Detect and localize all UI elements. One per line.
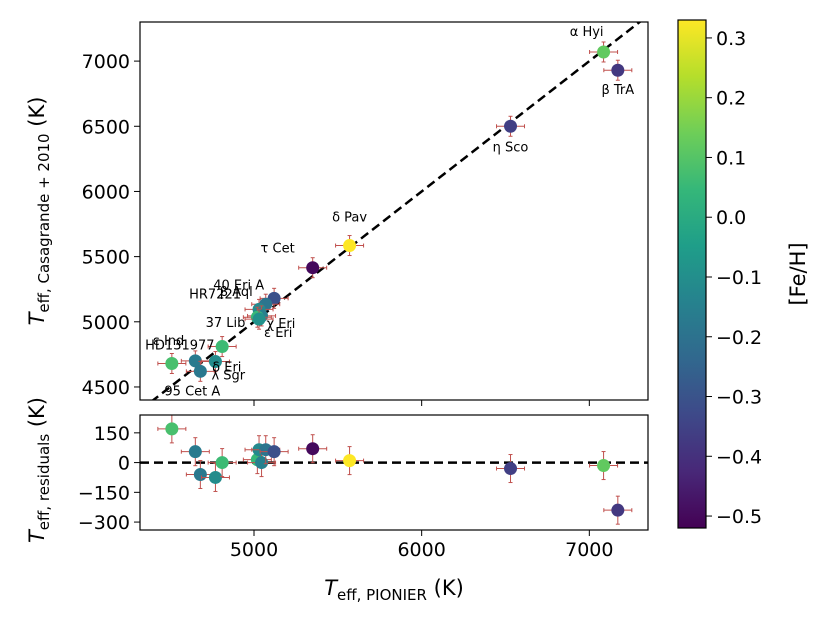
data-point bbox=[597, 45, 611, 59]
point-annotation: τ Cet bbox=[261, 242, 295, 257]
colorbar-tick-label: 0.2 bbox=[716, 88, 746, 110]
colorbar-tick-label: −0.4 bbox=[716, 446, 762, 468]
data-point bbox=[165, 357, 179, 371]
x-axis-label: Teff, PIONIER (K) bbox=[324, 576, 464, 604]
point-annotation: λ Sgr bbox=[211, 369, 245, 384]
data-point bbox=[343, 239, 357, 253]
data-point bbox=[193, 364, 207, 378]
y-tick-label: 6500 bbox=[82, 116, 130, 138]
point-annotation: δ Eri bbox=[212, 361, 241, 376]
point-annotation: β TrA bbox=[601, 83, 634, 98]
colorbar-tick-label: −0.3 bbox=[716, 387, 762, 409]
x-tick-label: 6000 bbox=[397, 539, 445, 561]
y-tick-label: 7000 bbox=[82, 51, 130, 73]
data-point bbox=[215, 456, 229, 470]
main-y-axis-label: Teff, Casagrande + 2010 (K) bbox=[25, 97, 53, 326]
residual-y-axis-label: Teff, residuals (K) bbox=[25, 397, 53, 543]
data-point bbox=[252, 312, 266, 326]
colorbar-tick-label: −0.5 bbox=[716, 506, 762, 528]
data-point bbox=[208, 355, 222, 369]
y-tick-label: 4500 bbox=[82, 377, 130, 399]
residual-panel: −300 −150 0 150 5000 6000 7000 Teff, residuals… bbox=[25, 397, 649, 604]
data-point bbox=[306, 261, 320, 275]
data-point bbox=[215, 340, 229, 354]
colorbar-tick-label: −0.1 bbox=[716, 267, 762, 289]
colorbar-tick-label: −0.2 bbox=[716, 327, 762, 349]
data-point bbox=[208, 470, 222, 484]
main-plot-frame bbox=[139, 21, 649, 401]
data-point bbox=[267, 445, 281, 459]
data-point bbox=[255, 456, 269, 470]
data-point bbox=[188, 354, 202, 368]
point-annotation: HD131977 bbox=[145, 339, 214, 354]
point-annotation: α Hyi bbox=[570, 25, 604, 40]
colorbar-tick-label: 0.3 bbox=[716, 28, 746, 50]
data-point bbox=[504, 462, 518, 476]
point-annotation: HR7221 bbox=[189, 287, 241, 302]
point-annotation: 40 Eri A bbox=[213, 278, 264, 293]
data-point bbox=[343, 454, 357, 468]
point-annotation: δ Pav bbox=[332, 211, 367, 226]
data-point bbox=[188, 445, 202, 459]
colorbar-gradient bbox=[677, 19, 707, 529]
y-tick-label: 5000 bbox=[82, 312, 130, 334]
reference-line-1to1 bbox=[151, 22, 642, 400]
data-point bbox=[611, 63, 625, 77]
point-annotation: β Aql bbox=[220, 285, 253, 300]
residual-plot-frame bbox=[139, 414, 649, 531]
colorbar-tick-label: 0.1 bbox=[716, 147, 746, 169]
point-annotation: ε Eri bbox=[264, 326, 292, 341]
colorbar: 0.3 0.2 0.1 0.0 −0.1 −0.2 −0.3 −0.4 −0.5 [Fe/H] bbox=[677, 19, 810, 529]
x-tick-label: 5000 bbox=[230, 539, 278, 561]
data-point bbox=[504, 119, 518, 133]
data-point bbox=[597, 459, 611, 473]
point-annotation: χ Eri bbox=[267, 317, 296, 332]
y-tick-label: 150 bbox=[94, 423, 130, 445]
y-tick-label: 6000 bbox=[82, 181, 130, 203]
main-panel: α Hyi β TrA η Sco δ Pav τ Cet 40 Eri Aβ AqlHR… bbox=[25, 21, 649, 406]
point-annotation: η Sco bbox=[493, 140, 529, 155]
y-tick-label: 0 bbox=[118, 453, 130, 475]
y-tick-label: −150 bbox=[78, 482, 130, 504]
y-tick-label: 5500 bbox=[82, 247, 130, 269]
point-annotation: ε Ind bbox=[153, 334, 184, 349]
colorbar-label: [Fe/H] bbox=[786, 242, 810, 305]
y-tick-label: −300 bbox=[78, 512, 130, 534]
x-tick-label: 7000 bbox=[565, 539, 613, 561]
colorbar-tick-label: 0.0 bbox=[716, 207, 746, 229]
point-annotation: 95 Cet A bbox=[164, 384, 220, 399]
data-point bbox=[306, 442, 320, 456]
point-annotation: 37 Lib bbox=[206, 316, 246, 331]
data-point bbox=[165, 422, 179, 436]
data-point bbox=[611, 503, 625, 517]
data-point bbox=[193, 467, 207, 481]
